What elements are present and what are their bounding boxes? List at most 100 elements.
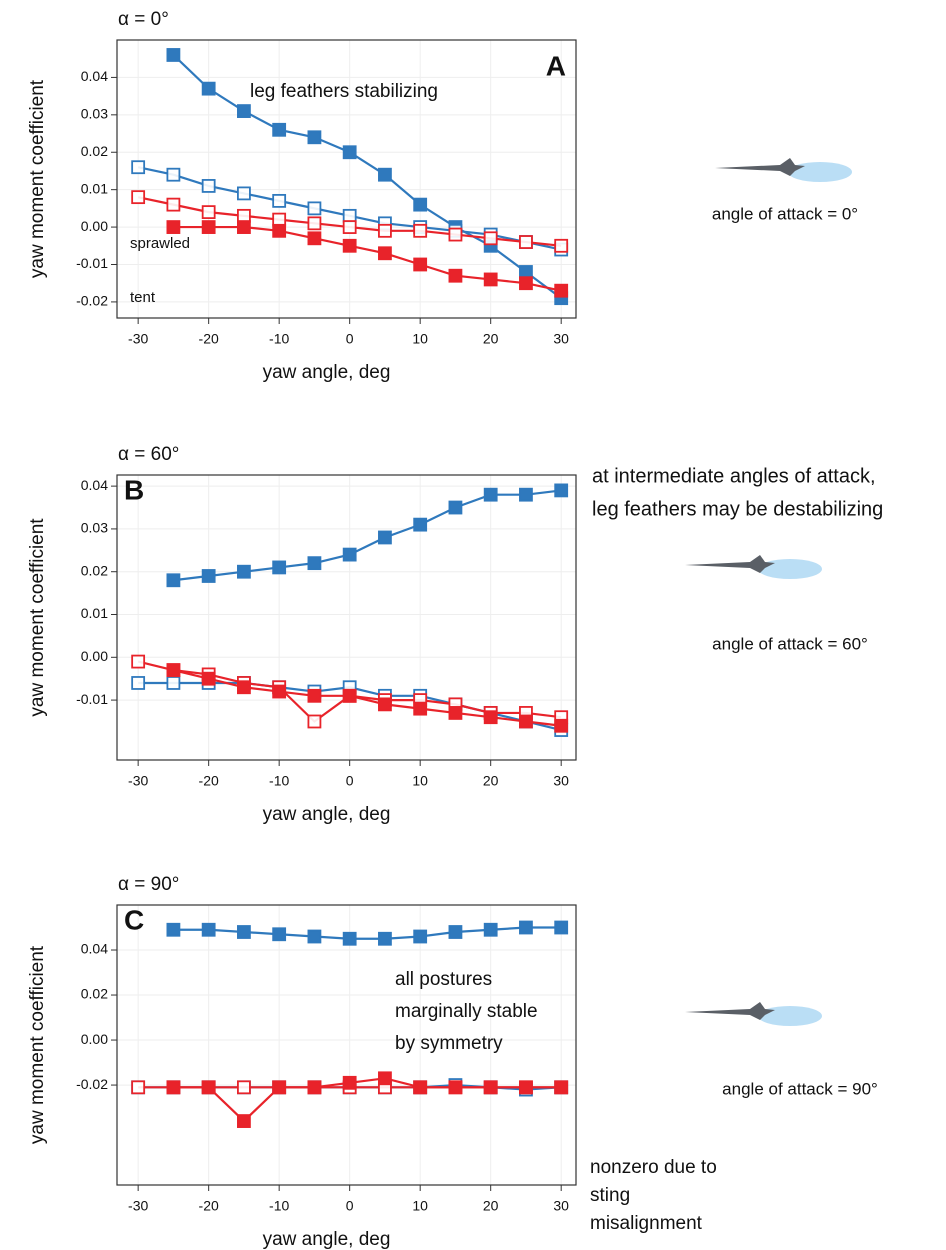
filled-marker (237, 564, 251, 579)
filled-marker (448, 268, 463, 283)
side-note: leg feathers may be destabilizing (592, 498, 883, 520)
panel: -0.02 -0.01 0.00 0.01 0.02 0.03 0.04 -30 -20 -10 0… (27, 9, 858, 383)
filled-marker (237, 104, 251, 118)
aircraft-body (685, 555, 775, 573)
x-tick-label: -20 (199, 331, 219, 347)
x-tick-label: 20 (483, 1198, 499, 1214)
filled-marker (307, 688, 322, 703)
x-tick-label: 30 (553, 773, 569, 789)
panel: -0.02 0.00 0.02 0.04 -30 -20 -10 0 10 20 30 yaw mom… (27, 874, 878, 1250)
annotation: marginally stable (395, 1001, 538, 1022)
filled-marker (554, 1080, 569, 1095)
y-axis-label: yaw moment coefficient (27, 518, 48, 717)
aircraft-body (715, 158, 805, 176)
filled-marker (413, 517, 428, 532)
open-marker (166, 676, 181, 690)
side-note: nonzero due to (590, 1157, 717, 1178)
y-tick-label: 0.00 (81, 1031, 108, 1047)
open-marker (131, 160, 146, 175)
filled-marker (166, 48, 181, 62)
y-tick-label: 0.00 (81, 218, 108, 234)
open-marker (307, 216, 322, 231)
x-tick-label: 10 (412, 331, 428, 347)
filled-marker (307, 929, 322, 944)
filled-marker (413, 197, 428, 212)
filled-marker (307, 231, 322, 246)
x-tick-label: 0 (346, 773, 354, 789)
filled-marker (519, 920, 533, 935)
open-marker (307, 201, 322, 216)
filled-marker (378, 931, 392, 946)
filled-marker (307, 1080, 322, 1095)
x-tick-label: 0 (346, 1198, 354, 1214)
filled-marker (483, 710, 498, 725)
y-tick-label: 0.02 (81, 143, 108, 159)
x-tick-label: -30 (128, 1198, 148, 1214)
filled-marker (554, 483, 569, 498)
aoa-label: angle of attack = 60° (712, 634, 868, 653)
open-marker (166, 197, 181, 212)
filled-marker (448, 500, 463, 515)
side-note: misalignment (590, 1213, 703, 1234)
y-tick-label: 0.03 (81, 106, 108, 122)
airflow-plume (758, 1006, 822, 1026)
filled-marker (483, 1080, 498, 1095)
filled-marker (448, 925, 463, 939)
open-marker (166, 167, 181, 182)
filled-marker (342, 1075, 357, 1090)
filled-marker (483, 922, 498, 937)
filled-marker (342, 688, 357, 703)
filled-marker (378, 1071, 392, 1086)
filled-marker (201, 1080, 216, 1095)
filled-marker (448, 706, 463, 720)
aoa-label: angle of attack = 0° (712, 204, 858, 223)
y-tick-label: -0.02 (76, 1076, 108, 1092)
x-tick-label: -30 (128, 331, 148, 347)
y-tick-label: 0.04 (81, 477, 108, 493)
open-marker (201, 205, 216, 220)
alpha-label: α = 0° (118, 9, 169, 30)
filled-marker (272, 122, 287, 137)
filled-marker (378, 167, 392, 182)
x-tick-label: 20 (483, 773, 499, 789)
filled-marker (166, 573, 181, 588)
annotation: all postures (395, 969, 492, 990)
filled-marker (378, 697, 392, 712)
filled-marker (342, 238, 357, 253)
filled-marker (307, 130, 322, 145)
filled-marker (519, 265, 533, 279)
x-tick-label: -10 (269, 773, 289, 789)
y-axis-label: yaw moment coefficient (27, 79, 48, 278)
y-tick-label: 0.03 (81, 520, 108, 536)
y-tick-label: 0.00 (81, 648, 108, 664)
side-note: at intermediate angles of attack, (592, 465, 876, 487)
y-tick-label: 0.04 (81, 941, 108, 957)
filled-marker (413, 257, 428, 272)
filled-marker (483, 487, 498, 502)
open-marker (237, 186, 251, 201)
x-tick-label: 0 (346, 331, 354, 347)
filled-marker (413, 701, 428, 716)
x-tick-label: -10 (269, 1198, 289, 1214)
x-axis-label: yaw angle, deg (263, 1229, 391, 1250)
filled-marker (378, 246, 392, 261)
panel: -0.01 0.00 0.01 0.02 0.03 0.04 -30 -20 -10 0 10 20 3… (27, 444, 883, 825)
filled-marker (201, 922, 216, 937)
filled-marker (519, 276, 533, 291)
open-marker (237, 208, 251, 223)
open-marker (237, 1080, 251, 1095)
legend-entry: tent (130, 289, 156, 306)
open-marker (272, 212, 287, 227)
y-tick-label: 0.02 (81, 986, 108, 1002)
open-marker (378, 223, 392, 238)
plot-frame (116, 39, 577, 319)
aircraft-illustration (685, 555, 822, 579)
x-tick-label: 30 (553, 331, 569, 347)
filled-marker (413, 929, 428, 944)
filled-marker (378, 530, 392, 545)
alpha-label: α = 90° (118, 874, 179, 895)
open-marker (131, 654, 146, 669)
filled-marker (237, 680, 251, 695)
aircraft-body (685, 1002, 775, 1020)
